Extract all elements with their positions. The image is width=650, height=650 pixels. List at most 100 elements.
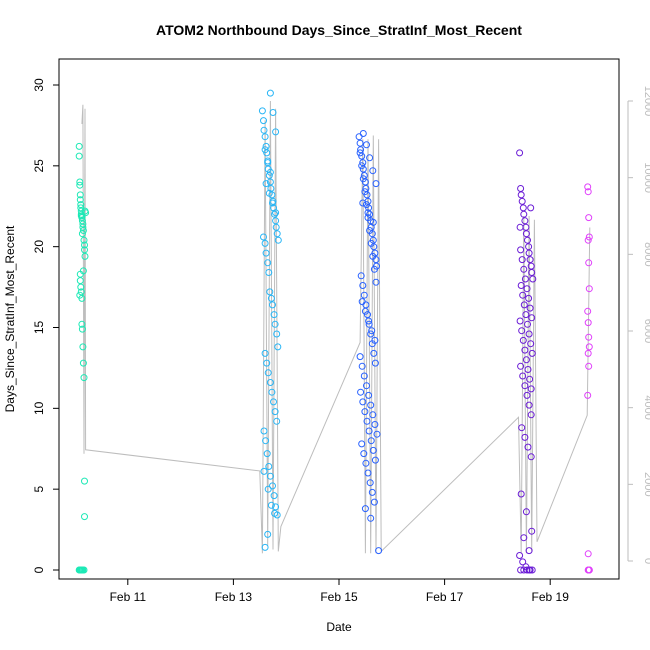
data-point [261, 239, 269, 247]
data-point [529, 275, 537, 283]
y-axis: 0 5 10 15 20 25 30 [32, 78, 59, 573]
data-point [358, 440, 366, 448]
data-point [526, 566, 534, 574]
y-axis-right: 0 2000 4000 6000 8000 10000 12000 [627, 86, 650, 564]
points-layer [75, 89, 593, 574]
data-point [359, 159, 367, 167]
y-tick-label: 15 [32, 321, 46, 335]
data-point [267, 501, 275, 509]
data-point [370, 498, 378, 506]
data-point [527, 411, 535, 419]
data-point [371, 359, 379, 367]
data-point [528, 269, 536, 276]
data-point [360, 372, 368, 380]
data-point [271, 210, 279, 218]
data-point [77, 283, 85, 291]
data-point [517, 185, 525, 192]
data-point [521, 382, 529, 390]
data-point [76, 181, 84, 189]
y2-tick-label: 10000 [642, 162, 650, 193]
data-point [367, 437, 375, 445]
data-point [266, 472, 274, 480]
data-point [358, 362, 366, 370]
x-tick-label: Feb 17 [426, 590, 464, 604]
data-point [357, 388, 365, 396]
data-point [365, 391, 373, 399]
data-point [371, 421, 379, 428]
data-point [524, 366, 532, 373]
data-point [585, 285, 593, 293]
data-point [272, 503, 280, 511]
data-point [264, 259, 272, 267]
data-point [359, 199, 367, 207]
data-point [584, 391, 592, 399]
data-point [525, 330, 533, 338]
data-point [359, 130, 367, 137]
data-point [365, 320, 373, 328]
data-point [76, 291, 84, 299]
data-point [260, 233, 267, 241]
data-point [364, 469, 372, 477]
data-point [80, 374, 88, 382]
x-tick-label: Feb 15 [320, 590, 358, 604]
data-point [584, 188, 592, 196]
data-point [527, 453, 535, 461]
data-point [365, 427, 373, 435]
data-point [516, 149, 524, 157]
data-point [265, 269, 273, 276]
data-point [371, 456, 379, 464]
data-point [79, 220, 87, 228]
data-point [371, 336, 379, 344]
y-axis-label: Days_Since_StratInf_Most_Recent [3, 225, 17, 412]
data-point [80, 236, 88, 244]
data-point [265, 463, 273, 470]
data-point [360, 450, 368, 458]
data-point [522, 356, 530, 364]
data-point [79, 227, 87, 234]
data-point [269, 109, 277, 116]
data-point [584, 236, 592, 244]
data-point [523, 566, 531, 574]
data-point [268, 388, 276, 396]
data-point [517, 490, 525, 498]
data-point [585, 566, 593, 574]
data-point [78, 230, 86, 238]
data-point [516, 552, 524, 559]
data-point [358, 162, 366, 170]
data-point [362, 185, 370, 192]
data-point [517, 362, 525, 370]
data-point [369, 446, 377, 454]
data-point [260, 117, 267, 125]
data-point [357, 272, 365, 280]
data-point [266, 178, 274, 186]
data-point [525, 401, 533, 409]
data-point [524, 236, 531, 244]
data-point [272, 217, 280, 225]
data-point [363, 417, 371, 425]
data-point [76, 178, 84, 186]
data-point [370, 265, 378, 273]
y2-tick-label: 6000 [642, 319, 650, 343]
data-point [522, 230, 530, 238]
data-point [372, 180, 380, 188]
data-point [270, 311, 278, 319]
line-series-layer [81, 100, 591, 554]
data-point [363, 141, 370, 149]
data-point [518, 327, 526, 335]
data-point [522, 311, 530, 319]
data-point [79, 343, 87, 351]
y-tick-label: 0 [32, 566, 46, 573]
data-point [356, 353, 364, 361]
y2-tick-label: 8000 [642, 242, 650, 266]
data-point [369, 411, 377, 419]
data-point [370, 349, 378, 357]
data-point [367, 514, 375, 522]
data-point [584, 307, 592, 315]
data-point [518, 424, 526, 432]
data-point [369, 252, 377, 260]
chart-title: ATOM2 Northbound Days_Since_StratInf_Mos… [156, 22, 522, 38]
data-point [367, 239, 375, 247]
data-point [76, 191, 84, 199]
data-point [356, 149, 364, 157]
